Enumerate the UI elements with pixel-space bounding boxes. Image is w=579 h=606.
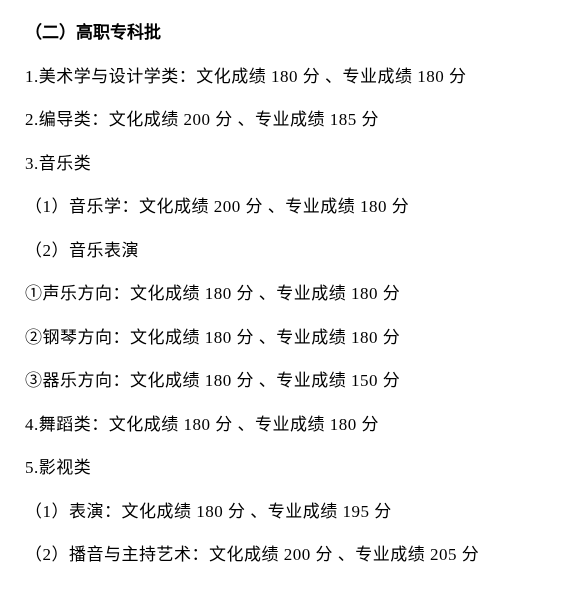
content-line: ①声乐方向：文化成绩 180 分 、专业成绩 180 分 — [25, 281, 554, 307]
content-line: 4.舞蹈类：文化成绩 180 分 、专业成绩 180 分 — [25, 412, 554, 438]
content-lines: 1.美术学与设计学类：文化成绩 180 分 、专业成绩 180 分 2.编导类：文… — [25, 64, 554, 568]
content-line: 5.影视类 — [25, 455, 554, 481]
content-line: ③器乐方向：文化成绩 180 分 、专业成绩 150 分 — [25, 368, 554, 394]
content-line: （1）表演：文化成绩 180 分 、专业成绩 195 分 — [25, 499, 554, 525]
content-line: （1）音乐学：文化成绩 200 分 、专业成绩 180 分 — [25, 194, 554, 220]
content-line: ②钢琴方向：文化成绩 180 分 、专业成绩 180 分 — [25, 325, 554, 351]
content-line: （2）音乐表演 — [25, 238, 554, 264]
content-line: 2.编导类：文化成绩 200 分 、专业成绩 185 分 — [25, 107, 554, 133]
section-heading: （二）高职专科批 — [25, 20, 554, 46]
content-line: （2）播音与主持艺术：文化成绩 200 分 、专业成绩 205 分 — [25, 542, 554, 568]
content-line: 3.音乐类 — [25, 151, 554, 177]
content-line: 1.美术学与设计学类：文化成绩 180 分 、专业成绩 180 分 — [25, 64, 554, 90]
